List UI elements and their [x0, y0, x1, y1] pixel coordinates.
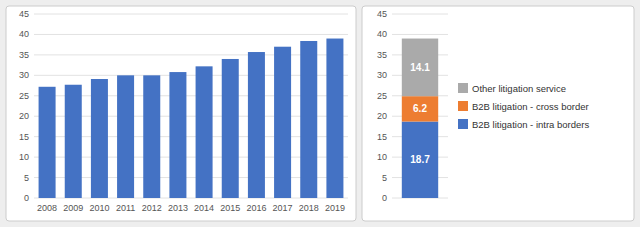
y-tick-label: 35	[19, 50, 29, 60]
y-tick-label: 20	[19, 111, 29, 121]
y-tick-label: 35	[377, 50, 387, 60]
bar	[222, 59, 239, 198]
data-labels: 18.7 6.2 14.1	[410, 62, 430, 165]
y-tick-label: 25	[19, 91, 29, 101]
y-tick-label: 0	[382, 193, 387, 203]
grid-line	[392, 34, 448, 35]
y-tick-label: 10	[377, 152, 387, 162]
x-tick-label: 2016	[246, 203, 266, 213]
y-tick-label: 25	[377, 91, 387, 101]
grid-line	[34, 34, 348, 35]
x-tick-label: 2012	[142, 203, 162, 213]
bar-segment	[402, 39, 438, 97]
legend-label: Other litigation service	[472, 83, 566, 94]
y-tick-label: 15	[19, 132, 29, 142]
y-tick-label: 45	[19, 9, 29, 19]
x-tick-label: 2018	[299, 203, 319, 213]
x-tick-label: 2008	[37, 203, 57, 213]
panel	[6, 6, 356, 221]
bars	[402, 39, 438, 198]
legend-swatch	[458, 119, 468, 129]
y-tick-label: 45	[377, 9, 387, 19]
bar	[143, 75, 160, 198]
legend-swatch	[458, 83, 468, 93]
bar	[300, 41, 317, 198]
bar	[326, 39, 343, 198]
panel	[362, 6, 634, 221]
left-chart: 0 5 10 15 20 25 30 35 40 45 2008 2009 2010 2011 2012 20…	[19, 9, 348, 213]
bar	[117, 75, 134, 198]
y-tick-label: 30	[377, 70, 387, 80]
y-tick-label: 20	[377, 111, 387, 121]
y-tick-label: 40	[377, 29, 387, 39]
grid-line	[34, 14, 348, 15]
y-tick-label: 30	[19, 70, 29, 80]
bar	[196, 66, 213, 198]
legend-label: B2B litigation - intra borders	[472, 119, 589, 130]
x-tick-label: 2019	[325, 203, 345, 213]
x-tick-label: 2010	[89, 203, 109, 213]
y-tick-label: 5	[382, 173, 387, 183]
x-tick-label: 2011	[116, 203, 135, 213]
data-label: 14.1	[410, 62, 430, 73]
y-tick-label: 15	[377, 132, 387, 142]
grid-line	[392, 14, 448, 15]
bar-segment	[402, 122, 438, 198]
data-label: 6.2	[413, 103, 427, 114]
data-label: 18.7	[410, 154, 430, 165]
x-tick-label: 2009	[63, 203, 83, 213]
bar	[274, 47, 291, 198]
y-tick-label: 0	[24, 193, 29, 203]
legend-swatch	[458, 101, 468, 111]
bar	[248, 52, 265, 198]
bar	[91, 79, 108, 198]
legend: Other litigation service B2B litigation -…	[458, 83, 589, 130]
y-tick-label: 40	[19, 29, 29, 39]
bar-segment	[402, 96, 438, 121]
y-tick-label: 10	[19, 152, 29, 162]
x-tick-label: 2017	[273, 203, 293, 213]
x-tick-label: 2013	[168, 203, 188, 213]
bars	[39, 39, 344, 198]
y-tick-label: 5	[24, 173, 29, 183]
bar	[169, 72, 186, 198]
bar	[65, 85, 82, 198]
right-chart: 0 5 10 15 20 25 30 35 40 45 18.7 6.2 14.1	[377, 9, 448, 203]
legend-label: B2B litigation - cross border	[472, 101, 589, 112]
x-tick-label: 2015	[220, 203, 240, 213]
bar	[39, 87, 56, 198]
chart-root: 0510152025303540452008200920102011201220…	[0, 0, 640, 227]
x-tick-label: 2014	[194, 203, 214, 213]
